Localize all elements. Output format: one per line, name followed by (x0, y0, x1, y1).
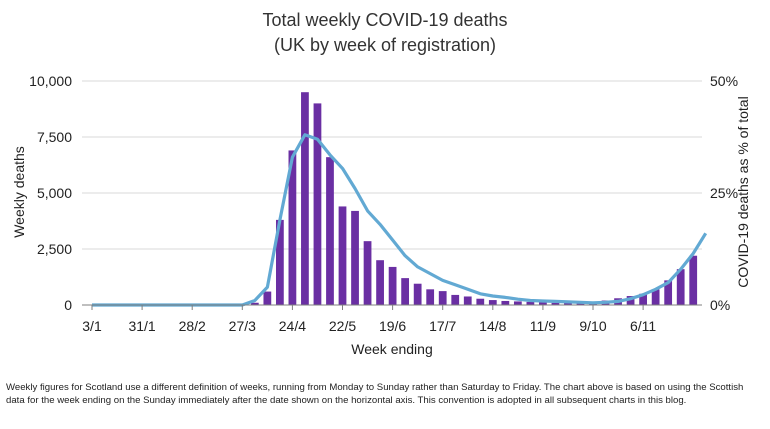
bar (539, 302, 547, 305)
bar (639, 293, 647, 305)
bar (401, 278, 410, 305)
chart-title: Total weekly COVID-19 deaths (262, 10, 508, 30)
x-tick-label: 6/11 (630, 318, 656, 334)
bar (564, 302, 572, 305)
bar (250, 302, 259, 305)
bar (351, 210, 359, 305)
bar (676, 269, 685, 305)
bar (388, 266, 397, 305)
x-tick-label: 22/5 (329, 318, 356, 334)
footnote: Weekly figures for Scotland use a differ… (6, 382, 744, 406)
bar (689, 255, 698, 305)
bar (551, 302, 560, 305)
bar (288, 150, 297, 305)
x-tick-label: 28/2 (179, 318, 206, 334)
x-tick-label: 17/7 (429, 318, 456, 334)
bar (526, 301, 535, 305)
y-tick-label: 7,500 (37, 129, 72, 145)
x-axis-label: Week ending (351, 341, 432, 357)
y2-axis-ticks: 0% 25% 50% (710, 73, 738, 313)
bar (338, 206, 347, 305)
bar (313, 103, 322, 306)
bar (488, 300, 497, 305)
bar (664, 280, 673, 305)
y2-axis-label: COVID-19 deaths as % of total (735, 96, 751, 287)
y-tick-label: 10,000 (29, 73, 72, 89)
x-tick-label: 19/6 (379, 318, 406, 334)
x-tick-label: 14/8 (479, 318, 506, 334)
x-tick-label: 31/1 (128, 318, 155, 334)
bar (626, 296, 635, 305)
bar (426, 289, 435, 305)
bar (301, 92, 309, 305)
bar (651, 289, 660, 305)
x-tick-label: 24/4 (279, 318, 306, 334)
y-axis-ticks: 0 2,500 5,000 7,500 10,000 (29, 73, 72, 313)
bar (463, 296, 472, 305)
bar-series (238, 92, 698, 306)
bar (376, 260, 384, 305)
chart: 0 2,500 5,000 7,500 10,000 0% 25% 50% 3/1 31/1 2… (11, 73, 751, 357)
x-tick-label: 11/9 (530, 318, 556, 334)
y2-tick-label: 50% (710, 73, 738, 89)
y-axis-label: Weekly deaths (11, 146, 27, 238)
bar (263, 291, 272, 305)
gridlines (82, 80, 702, 250)
bar (413, 283, 422, 305)
x-tick-label: 3/1 (82, 318, 102, 334)
chart-subtitle: (UK by week of registration) (273, 35, 497, 55)
bar (513, 301, 522, 305)
y-tick-label: 5,000 (37, 185, 72, 201)
bar (438, 291, 447, 305)
x-tick-label: 9/10 (579, 318, 606, 334)
bar (275, 219, 284, 305)
y-tick-label: 2,500 (37, 241, 72, 257)
bar (363, 241, 372, 305)
bar (476, 298, 485, 305)
x-tick-label: 27/3 (229, 318, 256, 334)
bar (451, 294, 460, 305)
line-series-percent (92, 133, 708, 307)
bar (326, 157, 334, 305)
x-axis-ticks: 3/1 31/1 28/2 27/3 24/4 22/5 19/6 17/7 14/8 11/9 9… (82, 305, 656, 334)
bar (501, 300, 510, 305)
y2-tick-label: 25% (710, 185, 738, 201)
y-tick-label: 0 (64, 297, 72, 313)
y2-tick-label: 0% (710, 297, 730, 313)
